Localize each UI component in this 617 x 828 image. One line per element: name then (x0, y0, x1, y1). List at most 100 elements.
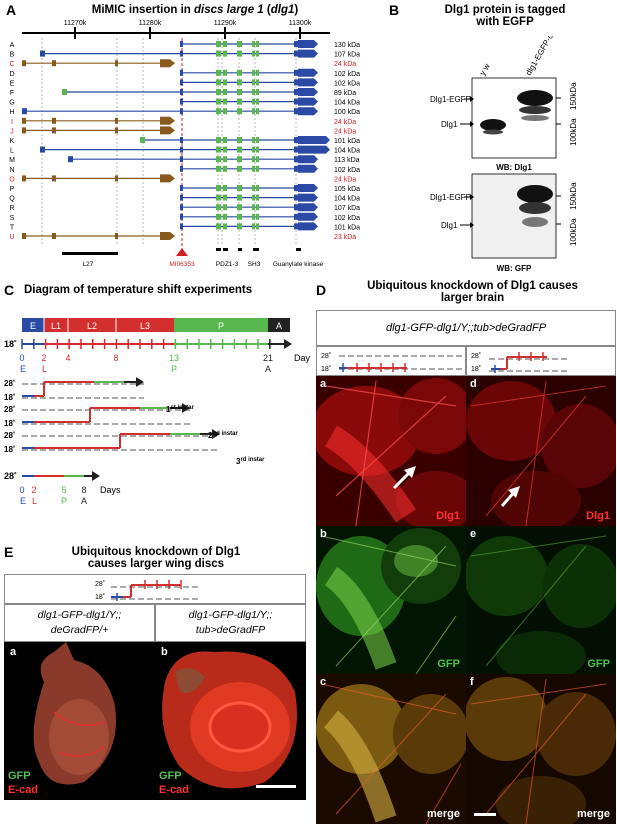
isoform-row: H 100 kDa (9, 107, 360, 116)
temp-label: 28˚ (471, 352, 481, 360)
isoform-id: H (9, 109, 14, 116)
isoform-id: B (10, 52, 15, 59)
temp-label: 28˚ (4, 379, 16, 388)
temp-label: 18˚ (95, 593, 105, 601)
micrograph-letter: c (320, 676, 327, 688)
panel-a-title: MiMIC insertion in discs large 1 (dlg1) (91, 4, 299, 16)
panel-c-title: Diagram of temperature shift experiments (24, 284, 253, 296)
isoform-id: P (10, 186, 15, 193)
isoform-kda: 104 kDa (334, 196, 360, 203)
days-label: Days (100, 485, 121, 495)
isoform-row: P 105 kDa (10, 184, 360, 193)
lane-label: y w (478, 62, 492, 77)
isoform-kda: 101 kDa (334, 138, 360, 145)
blot2-wb-label: WB: GFP (497, 264, 532, 273)
day-tick: 8 (113, 353, 118, 363)
panel-e-label: E (4, 544, 14, 560)
coord-label: 11270k (64, 20, 87, 27)
micrograph-e-b: b GFP E-cad (155, 642, 306, 800)
stage-label: L2 (87, 321, 97, 331)
isoform-kda: 89 kDa (334, 90, 356, 97)
isoform-kda: 24 kDa (334, 176, 356, 183)
isoform-id: G (9, 100, 14, 107)
stage-sub: E (20, 364, 26, 374)
isoform-id: A (10, 42, 15, 49)
isoform-id: R (9, 205, 14, 212)
isoform-kda: 113 kDa (334, 157, 360, 164)
stage-label: A (276, 321, 282, 331)
mw-label: 150kDa (569, 182, 578, 210)
mw-label: 150kDa (569, 82, 578, 110)
shift-inset-d-right: 28˚ 18˚ (466, 346, 616, 376)
pdz-label: PDZ1-3 (216, 261, 239, 268)
isoform-row: T 101 kDa (10, 222, 360, 231)
isoform-id: C (9, 61, 14, 68)
isoform-kda: 102 kDa (334, 215, 360, 222)
l27-label: L27 (83, 261, 94, 268)
mimic-label: MI06353 (169, 261, 195, 268)
genotype-box-d: dlg1-GFP-dlg1/Y;;tub>deGradFP (316, 310, 616, 346)
shift-row-label: 3rd instar (236, 457, 265, 466)
day-tick: 0 (19, 353, 24, 363)
day-tick: 2 (41, 353, 46, 363)
panel-b-title: Dlg1 protein is tagged with EGFP (444, 4, 566, 28)
isoform-row: N 102 kDa (9, 164, 360, 174)
temp-label: 18˚ (321, 365, 331, 373)
genotype-box-e-right: dlg1-GFP-dlg1/Y;; tub>deGradFP (155, 604, 306, 642)
panel-c-label: C (4, 282, 15, 298)
stain-label: merge (576, 808, 610, 820)
isoform-row: E 102 kDa (10, 78, 360, 87)
isoform-row: A 130 kDa (10, 40, 360, 49)
shift-inset-e: 28˚ 18˚ (4, 574, 306, 604)
blot1-label-top: Dlg1-EGFP (430, 95, 471, 104)
isoform-kda: 24 kDa (334, 119, 356, 126)
isoform-id: N (9, 167, 14, 174)
scale-bar (474, 813, 496, 816)
isoform-id: I (11, 119, 13, 126)
day-tick: 13 (169, 353, 179, 363)
stain-label: Dlg1 (436, 510, 460, 522)
shift-inset-d-left: 28˚ 18˚ (316, 346, 466, 376)
day-tick: 4 (65, 353, 70, 363)
panel-d-title: Ubiquitous knockdown of Dlg1 causes large… (367, 280, 578, 304)
temp-label: 18˚ (471, 365, 481, 373)
genotype-d: dlg1-GFP-dlg1/Y;;tub>deGradFP (385, 322, 547, 334)
micrograph-d-a: a Dlg1 (316, 376, 466, 526)
shift-row: 28˚ 18˚ (4, 429, 220, 454)
isoform-id: S (10, 215, 15, 222)
isoform-kda: 102 kDa (334, 80, 360, 87)
stain-label: GFP (159, 770, 182, 782)
stage-sub: E (20, 496, 26, 506)
temperature-shift-diagram: E L1 L2 L3 P A 18˚ 0 2 4 8 13 21 Days E … (4, 318, 310, 506)
stain-label: GFP (587, 658, 610, 670)
micrograph-letter: e (470, 528, 477, 540)
isoform-row: I 24 kDa (11, 116, 356, 126)
coord-label: 11290k (214, 20, 237, 27)
mimic-insertion-marker (176, 248, 188, 256)
blot1-label-bottom: Dlg1 (441, 120, 458, 129)
isoform-id: O (9, 176, 15, 183)
isoform-kda: 104 kDa (334, 100, 360, 107)
day-tick: 0 (19, 485, 24, 495)
isoform-row: M 113 kDa (9, 155, 360, 164)
isoform-row: Q 104 kDa (9, 193, 360, 203)
day-tick: 2 (31, 485, 36, 495)
isoform-row: S 102 kDa (10, 212, 360, 222)
panel-b-label: B (389, 2, 400, 18)
temp-label: 28˚ (4, 405, 16, 414)
stain-label: GFP (437, 658, 460, 670)
isoform-id: K (10, 138, 15, 145)
stage-label: P (218, 321, 224, 331)
panel-d-label: D (316, 282, 327, 298)
isoform-kda: 102 kDa (334, 71, 360, 78)
days-label: Days (294, 353, 310, 363)
micrograph-letter: b (320, 528, 327, 540)
blot2-label-bottom: Dlg1 (441, 221, 458, 230)
isoform-id: J (10, 128, 14, 135)
isoform-row: J 24 kDa (10, 126, 356, 135)
micrograph-letter: a (10, 646, 17, 658)
isoform-kda: 102 kDa (334, 167, 360, 174)
isoform-row: C 24 kDa (9, 59, 356, 68)
shift-row-label: 2nd instar (208, 431, 238, 440)
